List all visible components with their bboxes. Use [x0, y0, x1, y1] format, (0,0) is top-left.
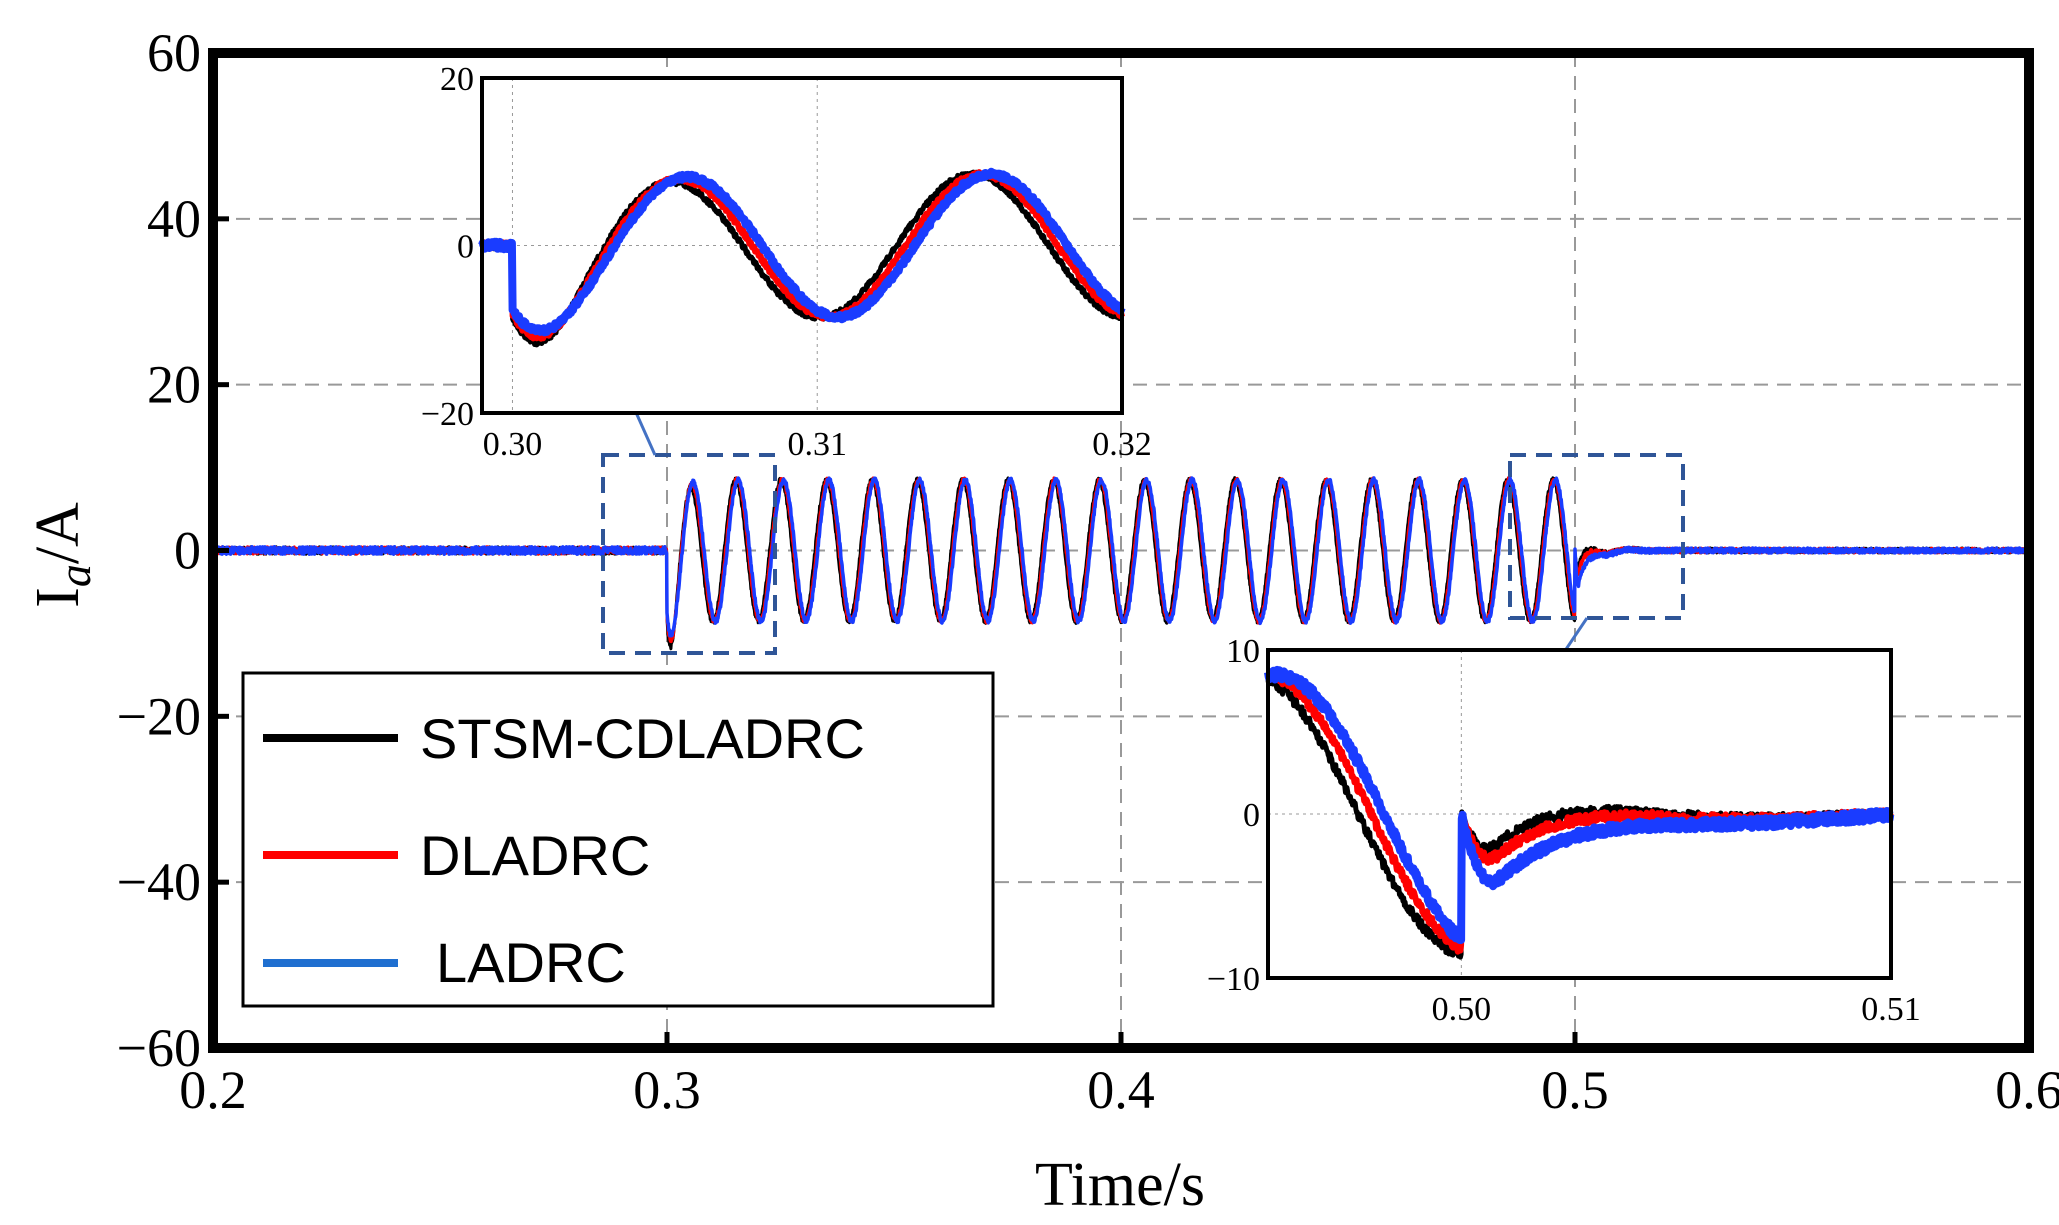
legend-label-stsm-cdladrc: STSM-CDLADRC [420, 707, 865, 770]
y-tick-label: −60 [117, 1018, 201, 1078]
y-axis-title-suffix: /A [24, 502, 92, 564]
series-ladrc [1264, 665, 1895, 945]
inset-start-tick-labels: 0.30 0.31 0.32 −20 0 20 [421, 61, 1152, 463]
x-tick-label: 0.51 [1861, 991, 1921, 1028]
y-tick-label: 0 [1243, 797, 1260, 834]
y-axis-title-sub: a [49, 564, 100, 587]
legend-box [241, 671, 995, 1008]
main-series [211, 476, 2031, 651]
y-tick-label: −20 [117, 686, 201, 746]
inset-start-series [478, 167, 1126, 348]
inset-end-series [1264, 665, 1895, 960]
main-tick-labels: 0.2 0.3 0.4 0.5 0.6 −60 −40 −20 0 20 40 60 [117, 23, 2059, 1120]
y-tick-label: 20 [147, 355, 201, 415]
x-tick-label: 0.6 [1995, 1060, 2059, 1120]
series-ladrc [211, 476, 2031, 638]
x-tick-label: 0.4 [1087, 1060, 1155, 1120]
zoom-box-end [1508, 453, 1685, 620]
y-tick-label: −10 [1207, 961, 1260, 998]
x-tick-label: 0.32 [1092, 426, 1152, 463]
y-tick-label: 0 [457, 229, 474, 266]
zoom-box-start [601, 453, 777, 655]
y-tick-label: −40 [117, 852, 201, 912]
x-tick-label: 0.5 [1541, 1060, 1609, 1120]
y-tick-label: 10 [1226, 633, 1260, 670]
x-tick-label: 0.2 [179, 1060, 247, 1120]
x-tick-label: 0.3 [633, 1060, 701, 1120]
x-axis-title: Time/s [1035, 1151, 1205, 1219]
legend-label-ladrc: LADRC [436, 931, 626, 994]
inset-start-background [482, 78, 1122, 413]
x-tick-label: 0.50 [1432, 991, 1492, 1028]
series-ladrc [478, 167, 1126, 337]
y-tick-label: 40 [147, 189, 201, 249]
y-tick-label: −20 [421, 396, 474, 433]
legend-label-dladrc: DLADRC [420, 824, 650, 887]
y-axis-title-main: I [24, 587, 92, 608]
x-tick-label: 0.31 [787, 426, 847, 463]
y-tick-label: 60 [147, 23, 201, 83]
y-axis-title: Ia/A [24, 502, 100, 608]
inset-end-tick-labels: 0.50 0.51 −10 0 10 [1207, 633, 1921, 1028]
legend: STSM-CDLADRC DLADRC LADRC [241, 671, 995, 1008]
y-tick-label: 0 [174, 521, 201, 581]
inset-start-grid [482, 78, 1122, 413]
inset-end-frame [1266, 648, 1893, 980]
y-tick-label: 20 [440, 61, 474, 98]
x-tick-label: 0.30 [483, 426, 543, 463]
inset-start-frame [480, 76, 1124, 415]
